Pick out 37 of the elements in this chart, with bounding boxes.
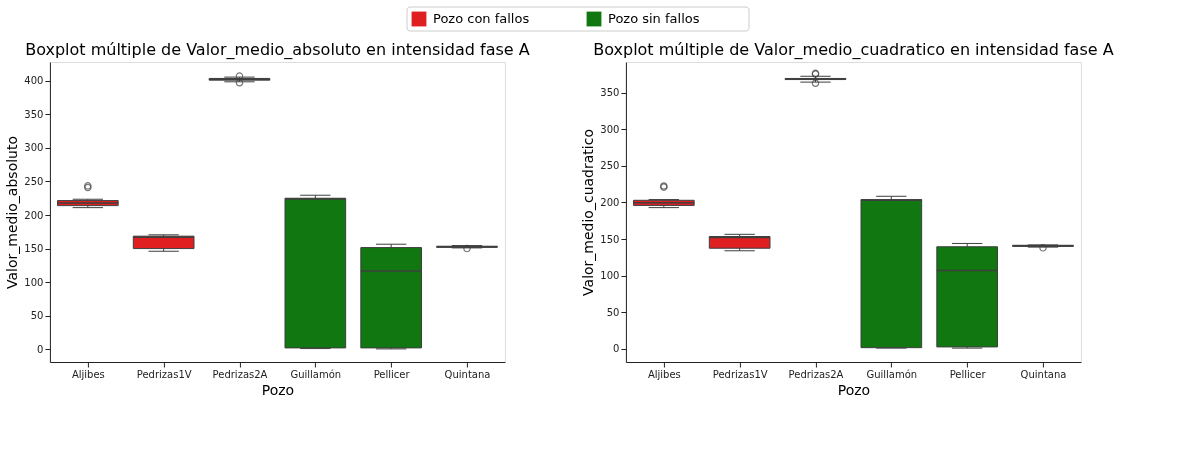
x-tick-label: Pellicer	[949, 368, 987, 380]
y-tick-label: 200	[24, 209, 44, 221]
y-tick-label: 50	[30, 310, 44, 322]
x-axis-title: Pozo	[261, 381, 295, 398]
y-tick-label: 350	[600, 87, 620, 99]
y-tick-label: 100	[600, 270, 620, 282]
x-tick-label: Guillamón	[866, 368, 918, 380]
y-tick-label: 0	[613, 343, 620, 355]
y-tick-label: 150	[600, 233, 620, 245]
y-tick-label: 250	[600, 160, 620, 172]
y-tick-label: 300	[24, 142, 44, 154]
legend-label: Pozo sin fallos	[608, 11, 700, 26]
x-tick-label: Pedrizas1V	[712, 368, 768, 380]
x-tick-label: Aljibes	[647, 368, 681, 380]
x-tick-label: Pedrizas1V	[136, 368, 192, 380]
y-tick-label: 350	[24, 108, 44, 120]
y-tick-label: 200	[600, 196, 620, 208]
x-tick-label: Quintana	[444, 368, 491, 380]
legend-label: Pozo con fallos	[433, 11, 530, 26]
y-tick-label: 400	[24, 75, 44, 87]
x-tick-label: Pellicer	[373, 368, 411, 380]
chart-title: Boxplot múltiple de Valor_medio_absoluto en intensidad fase A	[25, 40, 530, 60]
x-tick-label: Aljibes	[71, 368, 105, 380]
y-tick-label: 0	[37, 343, 44, 355]
y-tick-label: 250	[24, 175, 44, 187]
chart-title: Boxplot múltiple de Valor_medio_cuadratico en intensidad fase A	[593, 40, 1114, 60]
y-tick-label: 300	[600, 123, 620, 135]
y-tick-label: 50	[606, 306, 620, 318]
y-axis-title: Valor_medio_cuadratico	[580, 129, 597, 296]
x-tick-label: Guillamón	[290, 368, 342, 380]
x-tick-label: Pedrizas2A	[212, 368, 268, 380]
y-axis-title: Valor_medio_absoluto	[4, 135, 21, 290]
x-tick-label: Pedrizas2A	[788, 368, 844, 380]
y-tick-label: 150	[24, 243, 44, 255]
y-tick-label: 100	[24, 276, 44, 288]
x-axis-title: Pozo	[837, 381, 871, 398]
x-tick-label: Quintana	[1020, 368, 1067, 380]
